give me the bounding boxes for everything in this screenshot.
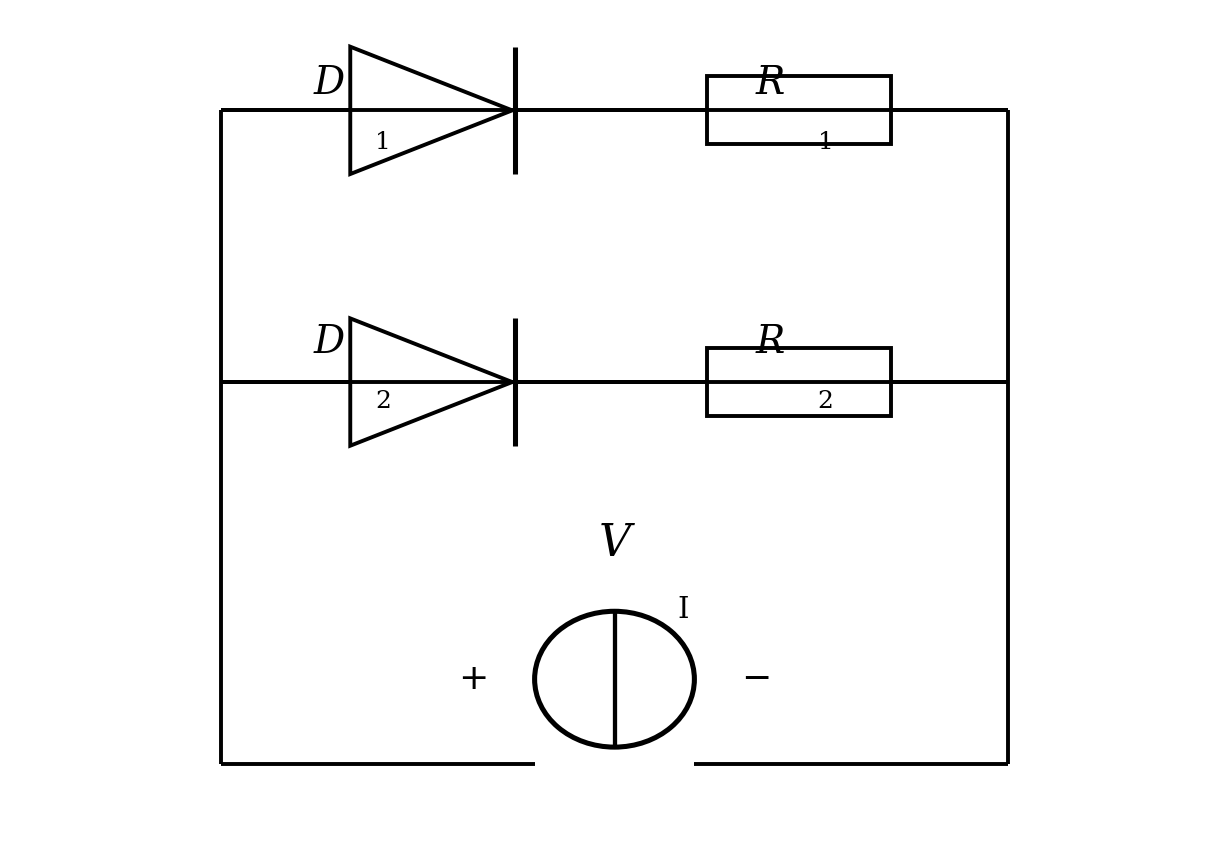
- Text: D: D: [313, 323, 344, 361]
- Text: 2: 2: [375, 391, 391, 413]
- Text: R: R: [756, 65, 785, 102]
- Text: 1: 1: [817, 132, 833, 155]
- Text: R: R: [756, 323, 785, 361]
- Text: +: +: [458, 662, 488, 696]
- Bar: [707, 76, 891, 144]
- Text: D: D: [313, 65, 344, 102]
- Text: 2: 2: [817, 391, 833, 413]
- Text: 1: 1: [375, 132, 391, 155]
- Text: V: V: [599, 521, 630, 565]
- Bar: [707, 348, 891, 416]
- Text: −: −: [741, 662, 771, 696]
- Text: I: I: [677, 596, 689, 624]
